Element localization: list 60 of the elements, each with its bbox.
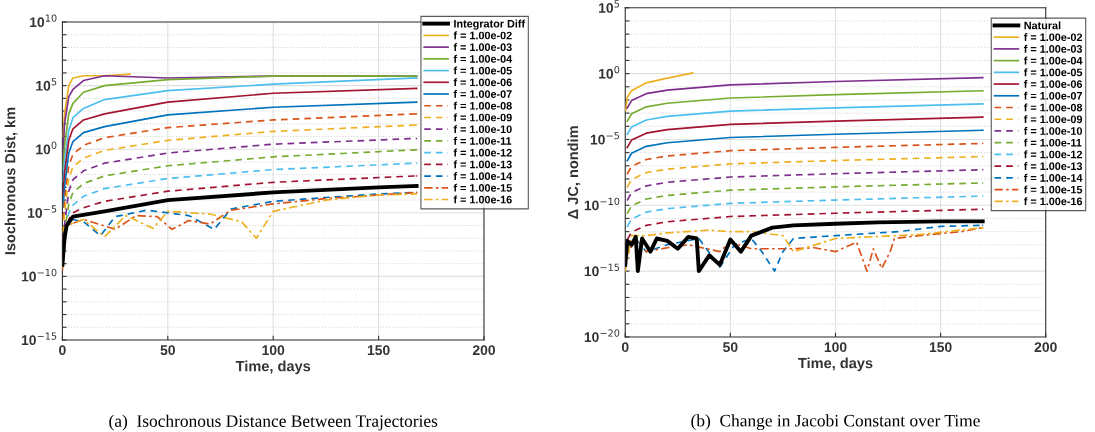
x-axis-title: Time, days (798, 357, 873, 372)
legend-label: f = 1.00e-10 (453, 125, 512, 134)
legend-label: f = 1.00e-12 (1023, 150, 1083, 159)
y-tick-label: 10$^{−15}$ (584, 263, 620, 277)
legend-label: f = 1.00e-12 (453, 148, 512, 157)
legend-label: f = 1.00e-11 (453, 136, 512, 145)
legend-label: f = 1.00e-13 (453, 160, 512, 169)
x-tick-label: 150 (929, 342, 952, 353)
y-tick-label: 10$^{10}$ (30, 14, 57, 28)
x-axis-title: Time, days (235, 360, 311, 375)
legend-label: f = 1.00e-11 (1023, 138, 1082, 147)
y-axis-title: Δ JC, nondim (567, 126, 581, 219)
y-tick-label: 10$^{−5}$ (590, 131, 620, 145)
y-tick-label: 10$^{5}$ (36, 78, 57, 91)
text: (a) Isochronous Distance Between Trajectories (109, 414, 438, 431)
legend-label: f = 1.00e-05 (1023, 68, 1083, 77)
x-tick-label: 50 (160, 345, 175, 356)
legend-label: f = 1.00e-15 (453, 183, 512, 192)
y-tick-label: 10$^{−10}$ (584, 197, 620, 211)
y-tick-label: 10$^{5}$ (599, 0, 620, 13)
legend-label: Natural (1024, 21, 1061, 30)
legend-label: f = 1.00e-15 (1023, 185, 1083, 194)
legend-label: f = 1.00e-06 (1023, 80, 1083, 88)
x-tick-label: 150 (367, 345, 390, 356)
legend-label: f = 1.00e-04 (1023, 56, 1083, 65)
legend-label: f = 1.00e-08 (453, 101, 512, 110)
legend-label: f = 1.00e-09 (1023, 115, 1083, 124)
legend-label: f = 1.00e-03 (453, 43, 512, 52)
x-tick-label: 50 (723, 342, 738, 353)
legend-label: f = 1.00e-07 (1023, 91, 1082, 100)
y-tick-label: 10$^{−5}$ (28, 205, 57, 218)
legend-label: f = 1.00e-14 (453, 172, 513, 180)
legend-label: f = 1.00e-05 (453, 66, 512, 75)
legend-label: f = 1.00e-16 (1023, 197, 1083, 206)
x-tick-label: 200 (472, 345, 496, 356)
legend-label: f = 1.00e-02 (1023, 33, 1083, 42)
legend-label: f = 1.00e-16 (453, 195, 512, 204)
legend-label: f = 1.00e-06 (453, 78, 512, 87)
legend-label: f = 1.00e-02 (453, 31, 512, 40)
x-tick-label: 100 (262, 345, 285, 356)
x-tick-label: 0 (59, 345, 66, 356)
y-tick-label: 10$^{0}$ (599, 66, 620, 79)
y-tick-label: 10$^{0}$ (36, 141, 57, 155)
y-tick-label: 10$^{−20}$ (584, 329, 620, 343)
y-tick-label: 10$^{−10}$ (21, 268, 57, 282)
legend-label: f = 1.00e-03 (1023, 44, 1083, 53)
x-tick-label: 200 (1034, 342, 1057, 353)
legend-label: f = 1.00e-04 (453, 54, 513, 63)
text: (b) Change in Jacobi Constant over Time (691, 414, 980, 431)
legend-label: f = 1.00e-13 (1023, 162, 1083, 171)
y-axis-title: Isochronous Dist, km (4, 107, 18, 255)
legend-label: f = 1.00e-09 (453, 113, 512, 122)
x-tick-label: 100 (824, 342, 847, 353)
legend-label: f = 1.00e-07 (453, 89, 512, 98)
legend-label: f = 1.00e-10 (1023, 126, 1083, 135)
legend-label: f = 1.00e-08 (1023, 103, 1083, 112)
x-tick-label: 0 (621, 342, 629, 353)
y-tick-label: 10$^{−15}$ (21, 332, 57, 346)
legend-label: Integrator Diff (454, 19, 526, 30)
legend-label: f = 1.00e-14 (1023, 173, 1083, 182)
